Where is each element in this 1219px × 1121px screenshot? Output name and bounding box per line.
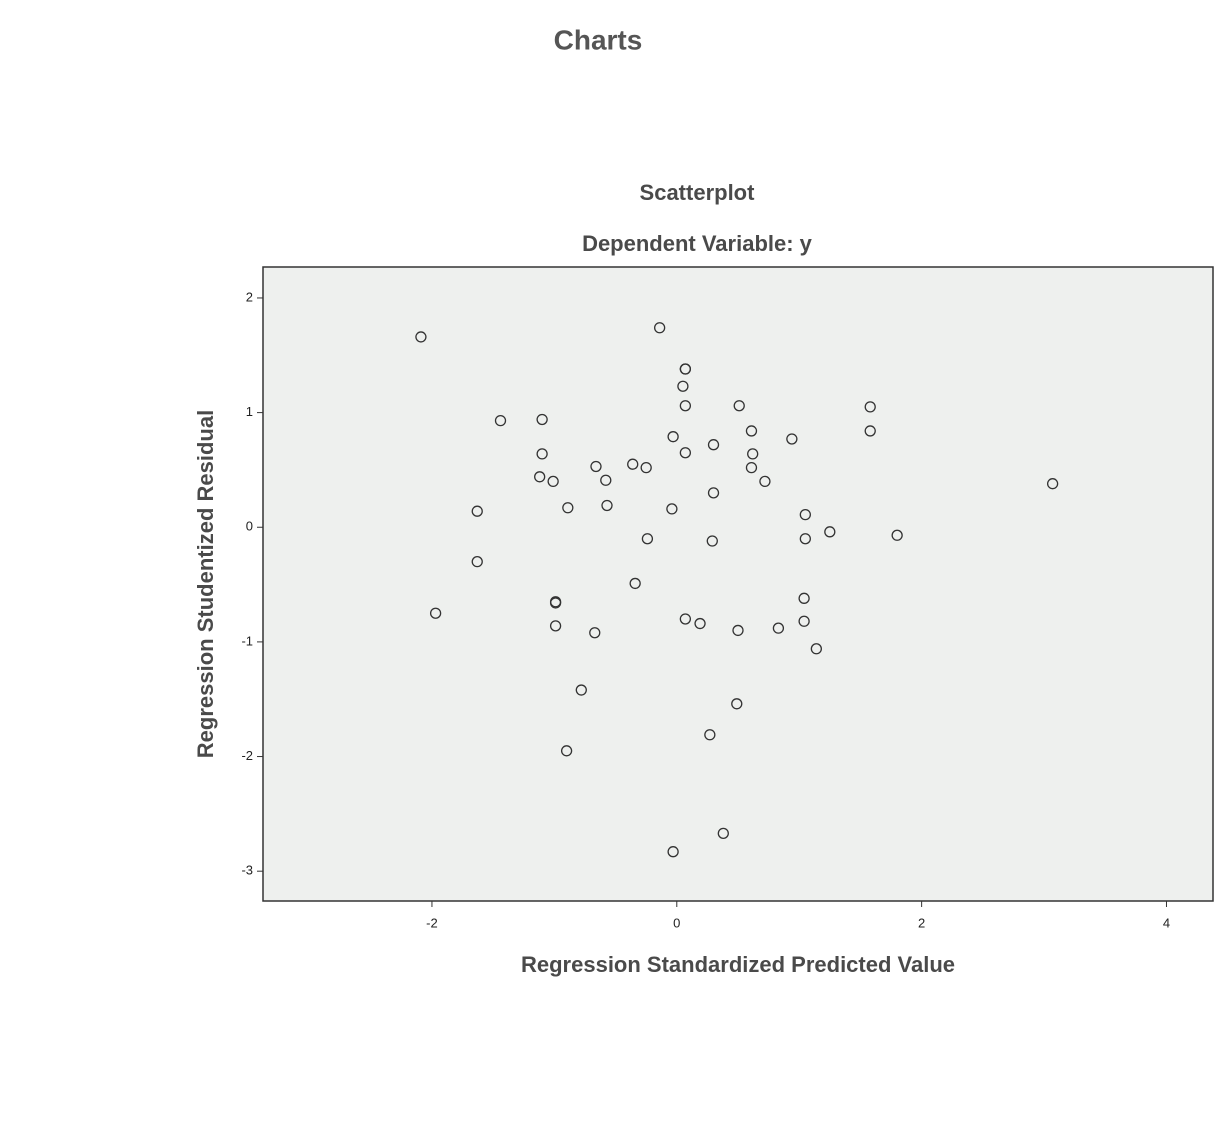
plot-area [263,267,1213,901]
x-tick-label: 2 [918,915,925,930]
chart-title: Scatterplot [640,180,756,205]
x-tick-label: -2 [426,915,438,930]
y-axis-label: Regression Studentized Residual [193,410,218,758]
heading: Charts [554,24,643,55]
x-tick-label: 4 [1163,915,1170,930]
y-tick-label: 2 [246,289,253,304]
y-tick-label: 0 [246,519,253,534]
page: {"heading": "Charts", "chart_data": {"ty… [0,0,1219,1121]
y-tick-label: -2 [241,748,253,763]
x-axis-label: Regression Standardized Predicted Value [521,952,955,977]
chart-subtitle: Dependent Variable: y [582,231,813,256]
y-tick-label: -1 [241,633,253,648]
y-tick-label: -3 [241,863,253,878]
chart: Charts Scatterplot Dependent Variable: y… [0,0,1219,1121]
y-tick-label: 1 [246,404,253,419]
x-tick-label: 0 [673,915,680,930]
